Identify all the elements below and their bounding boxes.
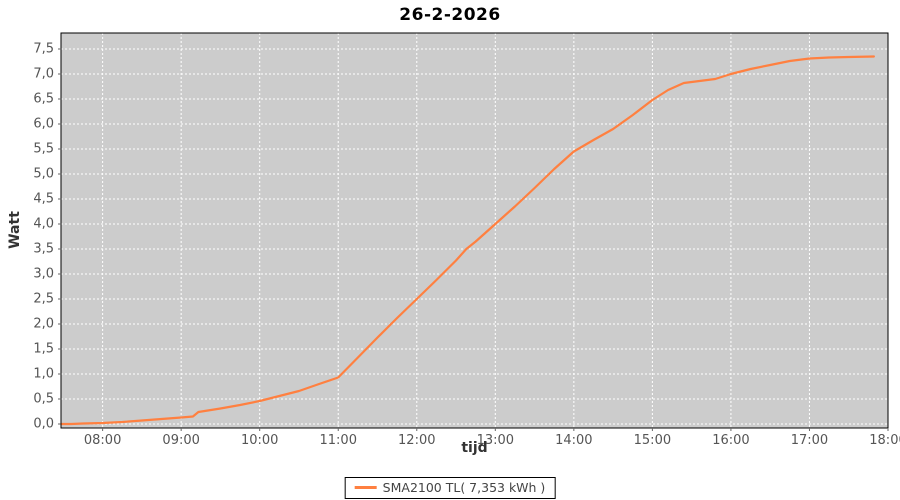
x-tick-label: 09:00 bbox=[162, 433, 200, 448]
y-tick-label: 2,5 bbox=[33, 291, 54, 307]
plot-background bbox=[61, 33, 888, 428]
plot-border bbox=[60, 32, 889, 429]
y-axis-title: Watt bbox=[7, 211, 23, 249]
legend-line-swatch-icon bbox=[354, 486, 377, 489]
y-tick-label: 4,0 bbox=[33, 216, 54, 232]
x-tick-label: 14:00 bbox=[555, 433, 593, 448]
y-tick-label: 7,5 bbox=[33, 41, 54, 57]
x-tick-label: 10:00 bbox=[240, 433, 279, 448]
x-tick-label: 12:00 bbox=[398, 433, 436, 448]
y-tick-label: 7,0 bbox=[33, 66, 54, 82]
chart-title: 26-2-2026 bbox=[399, 5, 501, 25]
y-tick-label: 3,5 bbox=[33, 241, 54, 257]
legend: SMA2100 TL( 7,353 kWh ) bbox=[344, 477, 556, 499]
legend-series-label: SMA2100 TL( 7,353 kWh ) bbox=[382, 480, 546, 495]
x-axis-title: tijd bbox=[461, 440, 488, 456]
y-tick-label: 1,0 bbox=[33, 366, 54, 382]
y-tick-label: 5,0 bbox=[33, 166, 54, 182]
x-tick-label: 15:00 bbox=[633, 433, 672, 448]
x-tick-label: 13:00 bbox=[476, 433, 515, 448]
series-line bbox=[59, 55, 876, 426]
x-tick-label: 16:00 bbox=[712, 433, 750, 448]
x-tick-label: 17:00 bbox=[790, 433, 829, 448]
y-tick-label: 4,5 bbox=[33, 191, 54, 207]
x-tick-label: 11:00 bbox=[319, 433, 357, 448]
x-tick-label: 18:00 bbox=[869, 433, 900, 448]
y-tick-label: 6,0 bbox=[33, 116, 54, 132]
y-tick-label: 6,5 bbox=[33, 91, 54, 107]
y-tick-label: 0,5 bbox=[33, 391, 54, 407]
y-tick-label: 1,5 bbox=[33, 341, 54, 357]
y-tick-label: 0,0 bbox=[33, 416, 54, 432]
y-tick-label: 2,0 bbox=[33, 316, 54, 332]
x-tick-label: 08:00 bbox=[83, 433, 122, 448]
y-tick-label: 5,5 bbox=[33, 141, 54, 157]
y-tick-label: 3,0 bbox=[33, 266, 54, 282]
